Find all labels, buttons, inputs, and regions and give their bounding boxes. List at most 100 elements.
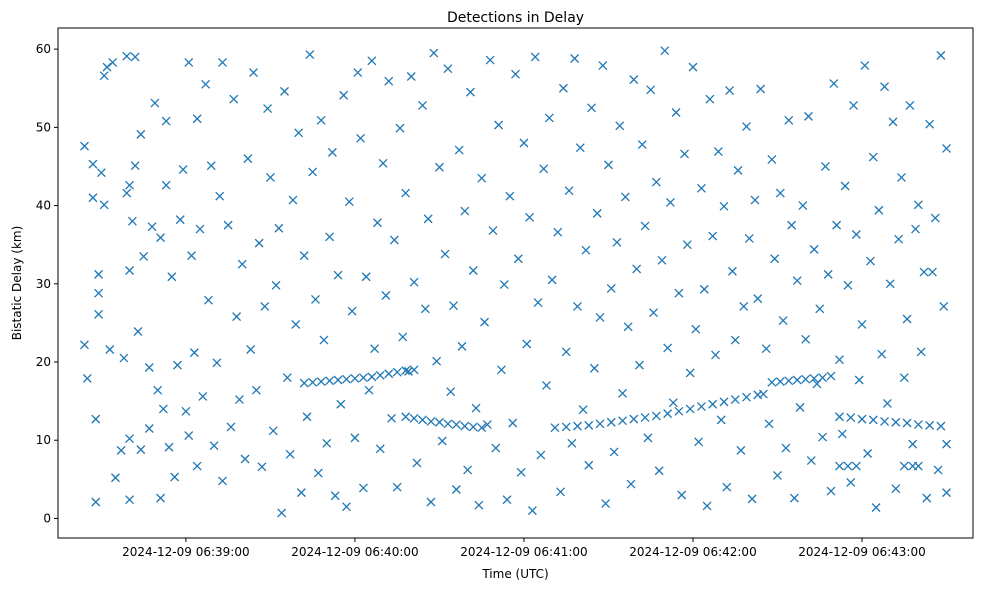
data-point [384,76,394,86]
data-point [420,304,430,314]
data-point [494,120,504,130]
data-point [891,484,901,494]
data-point [556,487,566,497]
data-point [198,391,208,401]
data-point [930,213,940,223]
data-point [744,233,754,243]
track-a-point [384,369,394,379]
data-point [874,205,884,215]
data-point [480,317,489,327]
data-point [499,280,509,290]
data-point [877,349,887,359]
data-point [358,483,368,493]
data-point [370,344,380,354]
data-point [688,62,698,72]
data-point [573,302,582,311]
data-point [640,221,650,231]
data-point [781,443,791,453]
data-point [575,143,585,153]
data-point [457,341,467,351]
track-d-point [809,373,819,383]
data-point [880,82,890,92]
data-point [246,345,256,354]
track-c-point [685,404,695,414]
data-point [809,244,819,254]
data-point [322,438,332,448]
data-point [398,332,408,342]
data-point [409,277,419,287]
data-point [835,355,844,365]
track-c-point [584,420,594,430]
track-f-point [835,461,844,471]
track-b-point [401,412,411,422]
track-a-point [325,376,335,386]
data-point [511,69,520,79]
data-point [764,419,774,429]
data-point [649,308,658,318]
data-point [471,403,481,413]
data-point [381,291,391,300]
track-c-point [606,417,616,427]
data-point [302,412,312,422]
data-point [634,360,644,370]
data-point [181,406,191,416]
track-e-point [868,415,878,425]
data-point [567,438,577,448]
data-point [206,161,216,171]
data-point [911,224,920,234]
data-point [508,418,518,428]
data-point [175,215,185,225]
data-point [429,48,439,58]
data-point [389,235,399,245]
data-point [161,180,171,190]
data-point [325,232,335,242]
data-point [682,240,692,250]
track-d-point [767,377,777,387]
data-point [237,259,247,269]
data-point [829,79,839,88]
data-point [294,128,304,138]
data-point [164,442,174,452]
data-point [102,62,112,72]
data-point [423,214,433,224]
data-point [694,437,704,447]
data-point [271,280,281,290]
data-point [240,454,250,464]
data-point [367,56,377,66]
data-point [820,161,830,171]
track-e-point [891,417,901,427]
data-point [804,111,813,121]
data-point [711,350,720,360]
data-point [187,251,196,261]
data-point [125,266,135,275]
data-point [863,449,873,458]
data-point [308,167,318,177]
data-point [643,433,653,443]
data-point [491,443,501,453]
track-c-point [595,419,605,429]
data-point [598,61,608,71]
data-point [657,255,667,265]
data-point [387,413,397,423]
data-point [234,395,244,405]
data-point [899,373,909,383]
data-point [730,335,740,345]
track-a-point [358,373,368,383]
track-e-point [846,413,856,422]
data-point [392,482,402,492]
y-tick-label: 60 [36,42,51,56]
data-point [942,439,951,449]
track-c-point [550,423,560,433]
y-tick-label: 50 [36,120,51,134]
data-point [296,488,306,498]
data-point [778,316,788,326]
track-e-point [902,418,912,428]
track-a-point [409,365,419,375]
x-tick-label: 2024-12-09 06:41:00 [460,545,587,559]
data-point [882,399,892,408]
data-point [696,183,706,193]
data-point [356,133,366,143]
data-point [818,432,828,442]
track-a-point [299,378,309,388]
